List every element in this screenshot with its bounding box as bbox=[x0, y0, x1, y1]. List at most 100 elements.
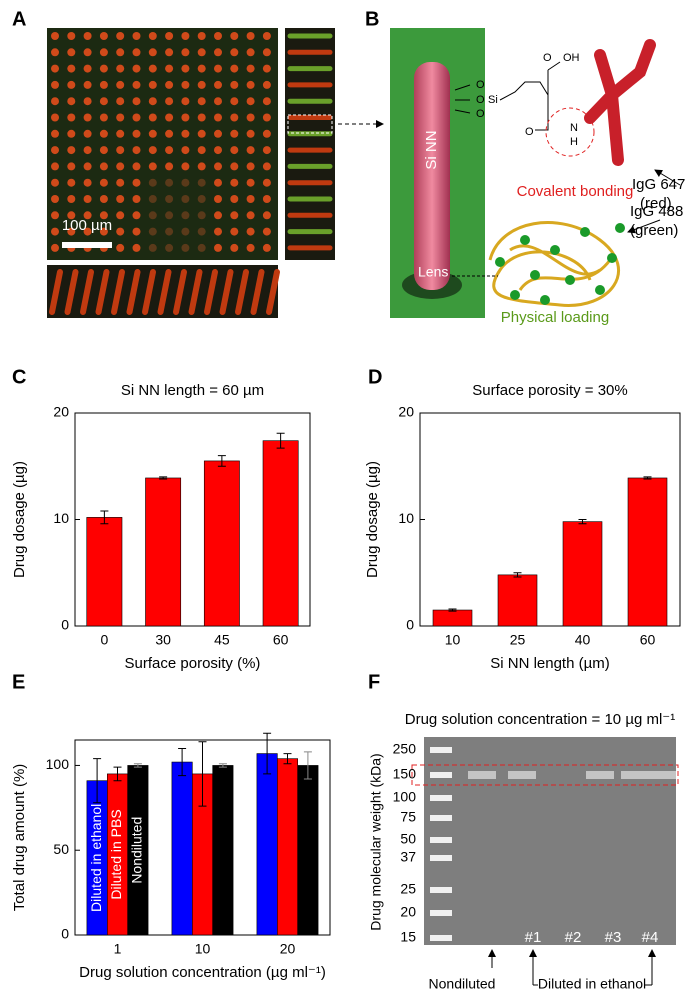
dot bbox=[197, 146, 206, 155]
dot bbox=[132, 97, 141, 106]
dot bbox=[67, 178, 76, 187]
dot bbox=[51, 80, 59, 89]
dot bbox=[246, 178, 255, 187]
dot bbox=[99, 113, 108, 122]
dot bbox=[197, 97, 206, 106]
micrograph-dots bbox=[51, 32, 271, 252]
dot bbox=[148, 162, 157, 171]
label: Lens bbox=[418, 264, 448, 280]
y-tick-label: 20 bbox=[53, 404, 69, 420]
dot bbox=[246, 195, 255, 203]
dot bbox=[148, 48, 157, 57]
atom: O bbox=[476, 79, 485, 91]
lane-label: #4 bbox=[642, 929, 659, 946]
dot bbox=[230, 211, 239, 220]
label: (green) bbox=[630, 222, 678, 239]
dot bbox=[51, 97, 59, 106]
error-bar bbox=[198, 741, 207, 807]
ladder-band bbox=[430, 910, 452, 916]
error-bar bbox=[159, 476, 168, 480]
bar bbox=[256, 753, 278, 936]
bar bbox=[203, 460, 240, 627]
error-bar bbox=[276, 432, 285, 449]
label: (red) bbox=[640, 195, 672, 212]
dot bbox=[230, 64, 239, 73]
dot bbox=[83, 97, 92, 106]
dot bbox=[99, 32, 108, 40]
dot bbox=[181, 80, 190, 89]
dot bbox=[116, 97, 125, 106]
dot bbox=[132, 178, 141, 187]
panel-label: B bbox=[365, 8, 379, 30]
streak bbox=[95, 269, 110, 315]
x-tick-label: 30 bbox=[155, 632, 171, 648]
bracket bbox=[532, 968, 653, 986]
sample-band bbox=[621, 771, 649, 779]
x-tick-label: 25 bbox=[510, 632, 526, 648]
label: Covalent bonding bbox=[517, 183, 634, 200]
bottom-streaks bbox=[49, 269, 280, 315]
dot bbox=[67, 211, 76, 220]
dot bbox=[148, 80, 157, 89]
dot bbox=[214, 146, 222, 155]
dot bbox=[99, 211, 108, 220]
dot bbox=[181, 146, 190, 155]
dot bbox=[148, 211, 157, 220]
scale-label: 100 µm bbox=[62, 217, 112, 234]
dot bbox=[214, 195, 222, 203]
dot bbox=[262, 211, 271, 220]
y-tick-label: 0 bbox=[406, 617, 414, 633]
dot bbox=[51, 48, 59, 57]
ladder-band bbox=[430, 795, 452, 801]
dot bbox=[214, 162, 222, 171]
error-bar bbox=[100, 510, 109, 525]
dot bbox=[230, 48, 239, 57]
dot bbox=[246, 64, 255, 73]
error-bar bbox=[218, 763, 227, 768]
dot bbox=[197, 64, 206, 73]
dot bbox=[246, 32, 255, 40]
dot bbox=[99, 162, 108, 171]
dot bbox=[165, 227, 174, 236]
dot bbox=[230, 80, 239, 89]
dot bbox=[181, 178, 190, 187]
zoom-box bbox=[287, 114, 333, 134]
arrow bbox=[627, 219, 661, 234]
streak bbox=[80, 269, 94, 315]
dot bbox=[132, 243, 141, 252]
dot bbox=[181, 162, 190, 171]
chart-title: Si NN length = 60 µm bbox=[121, 382, 264, 399]
bar bbox=[562, 521, 603, 627]
dot bbox=[230, 195, 239, 203]
dot bbox=[214, 64, 222, 73]
dot bbox=[116, 195, 125, 203]
legend-entry: Diluted in PBS bbox=[108, 809, 124, 899]
mw-label: 37 bbox=[400, 849, 416, 865]
dot bbox=[197, 243, 206, 252]
atom: O bbox=[476, 94, 485, 106]
dot bbox=[116, 243, 125, 252]
panel-title: Drug solution concentration = 10 µg ml⁻¹ bbox=[405, 711, 675, 728]
dot bbox=[116, 178, 125, 187]
dot bbox=[165, 211, 174, 220]
dot bbox=[132, 211, 141, 220]
chart-title: Surface porosity = 30% bbox=[472, 382, 628, 399]
streak bbox=[266, 269, 280, 315]
sample-band bbox=[586, 771, 614, 779]
y-axis-label: Drug dosage (µg) bbox=[364, 461, 381, 578]
bar bbox=[432, 609, 473, 627]
atom: O bbox=[525, 126, 534, 138]
dot bbox=[214, 32, 222, 40]
streak bbox=[250, 269, 265, 315]
label: Physical loading bbox=[501, 309, 609, 326]
dot bbox=[214, 129, 222, 138]
error-bar bbox=[113, 766, 122, 782]
dot bbox=[83, 80, 92, 89]
dot bbox=[132, 80, 141, 89]
dot bbox=[230, 146, 239, 155]
y-tick-label: 10 bbox=[53, 510, 69, 526]
dot bbox=[165, 129, 174, 138]
atom: O bbox=[476, 108, 485, 120]
dot bbox=[181, 243, 190, 252]
dot bbox=[67, 162, 76, 171]
